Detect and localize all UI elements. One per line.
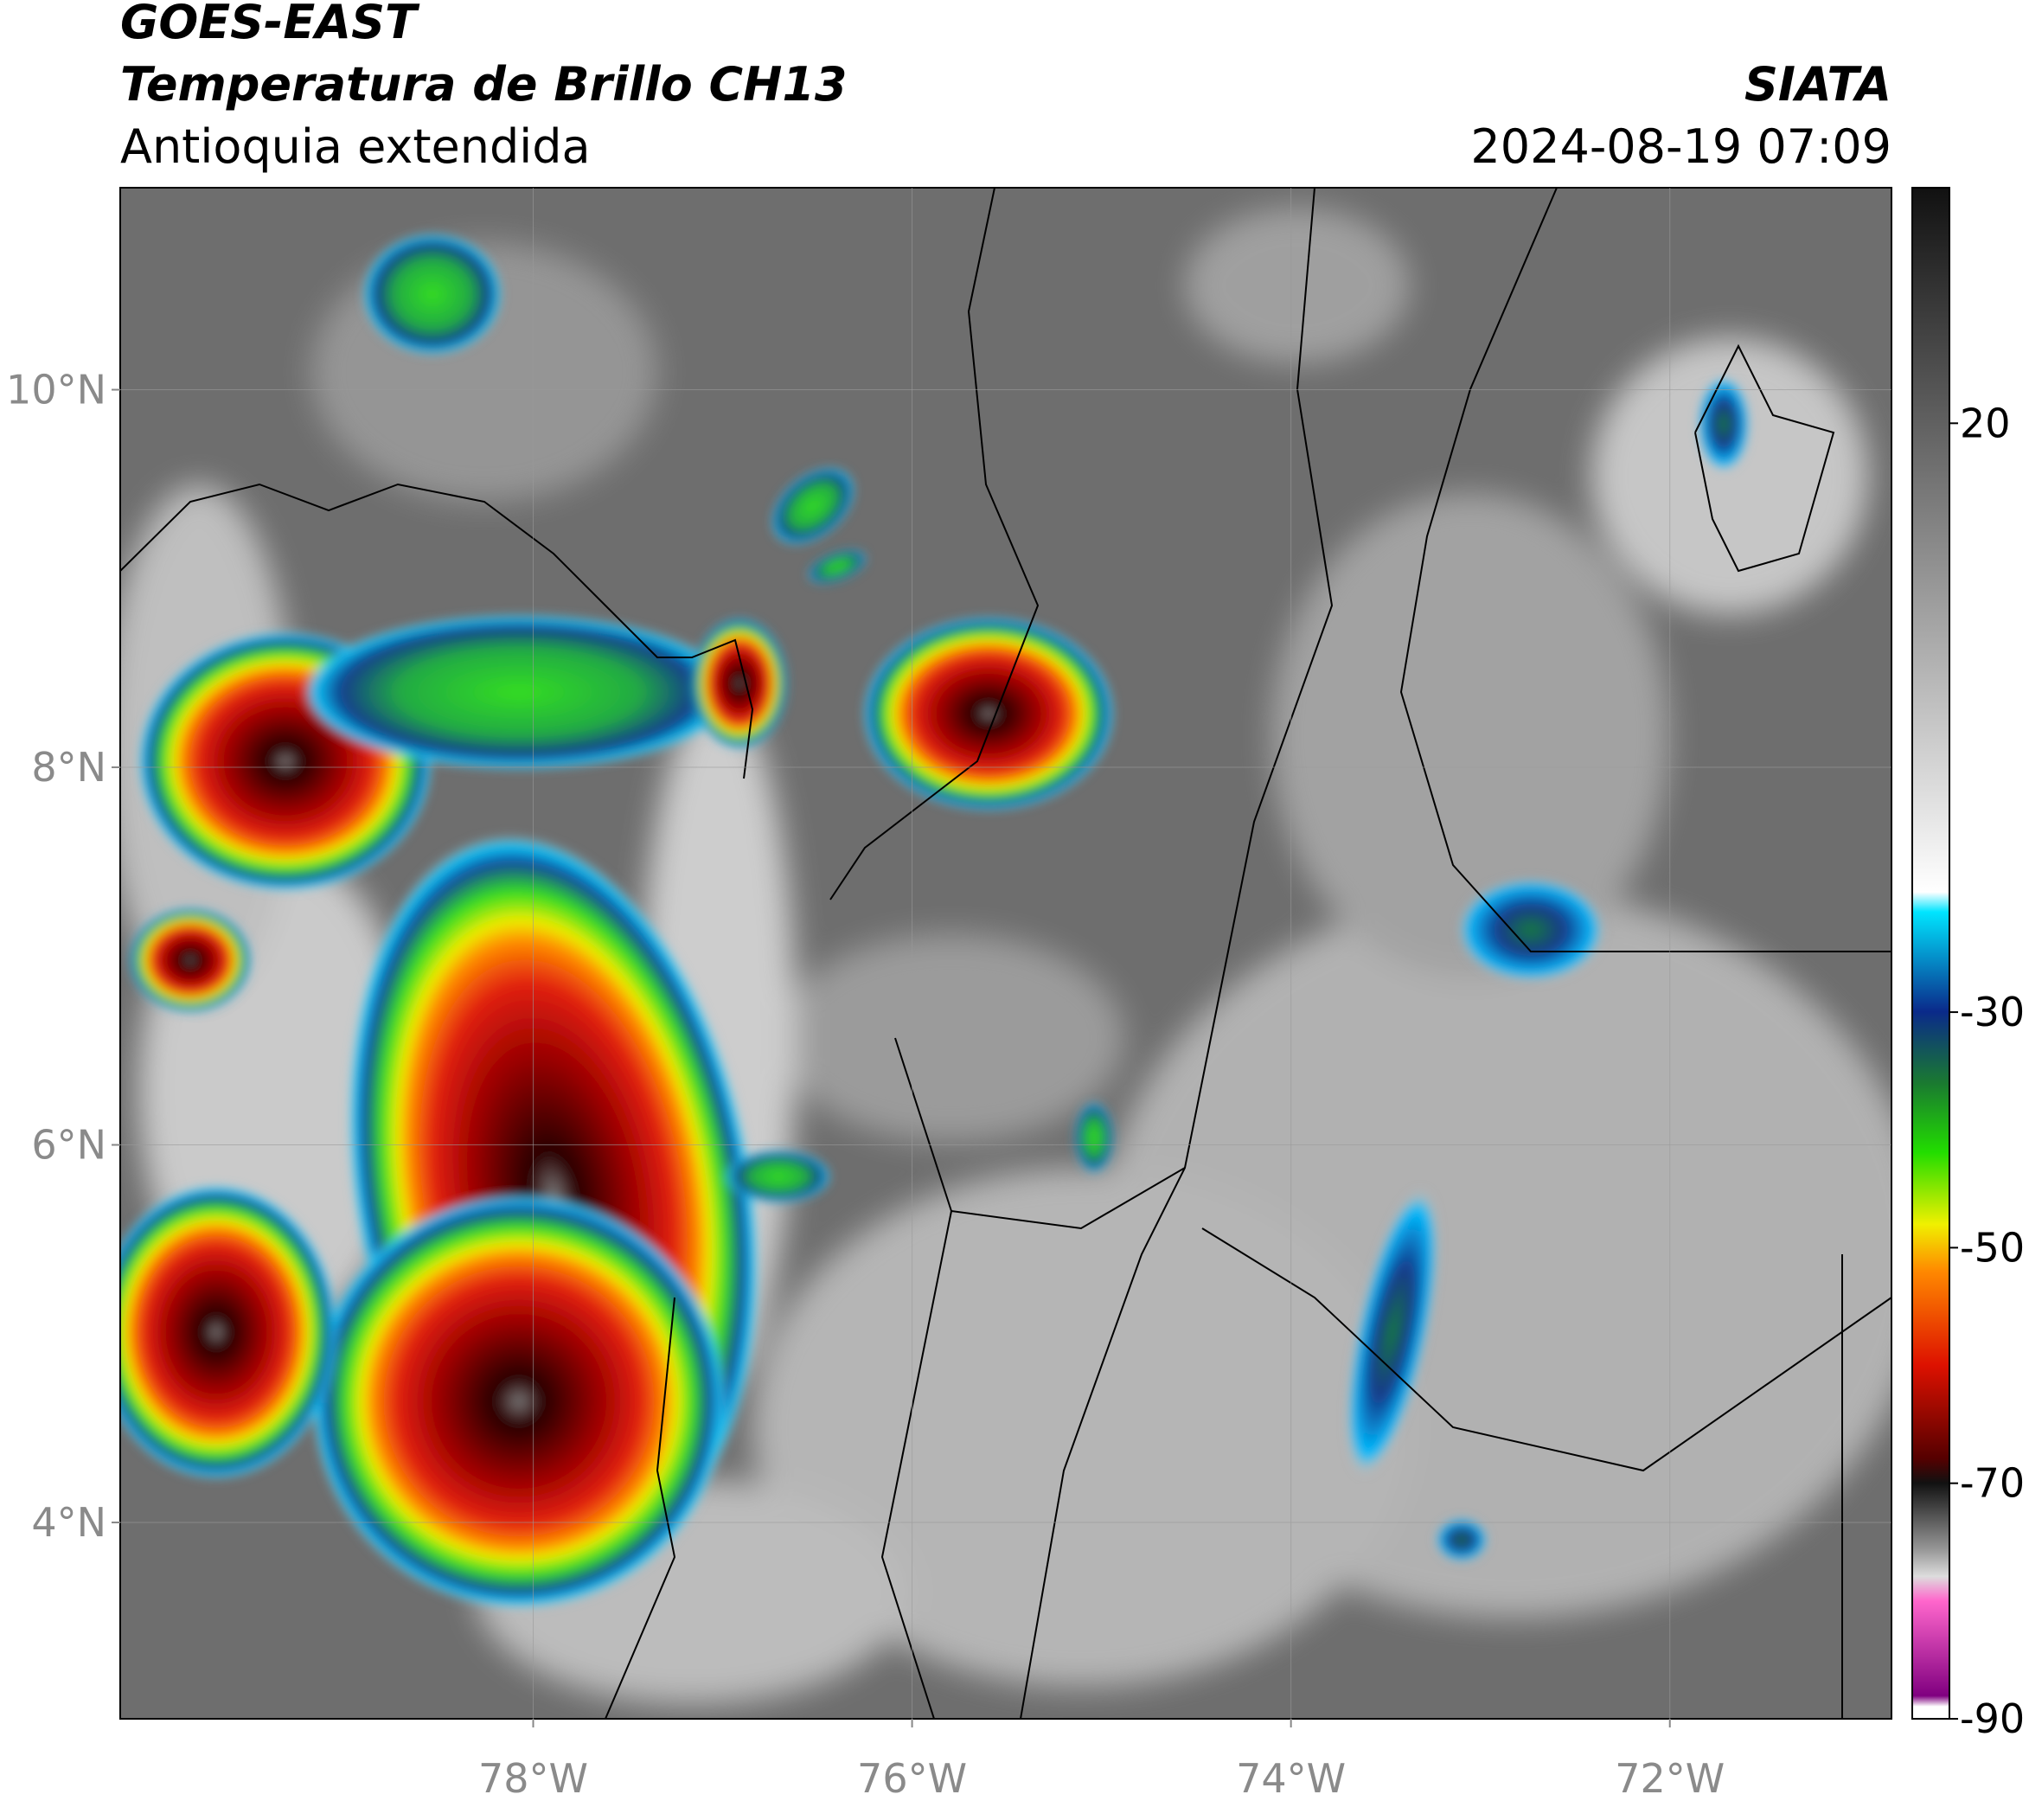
colorbar-tick-label: -90 (1960, 1695, 2025, 1742)
title: GOES-EAST (120, 0, 420, 49)
source: SIATA (1744, 57, 1891, 112)
x-tick-label: 76°W (857, 1755, 967, 1802)
region: Antioquia extendida (120, 119, 591, 174)
y-tick-label: 4°N (31, 1499, 106, 1546)
y-tick-label: 6°N (31, 1122, 106, 1169)
x-tick-label: 74°W (1236, 1755, 1346, 1802)
y-tick-label: 8°N (31, 744, 106, 791)
satellite-image (120, 188, 1891, 1719)
colorbar-tick-label: -70 (1960, 1460, 2025, 1507)
map-frame (119, 187, 1892, 1720)
colorbar (1911, 187, 1950, 1720)
x-tick-label: 72°W (1615, 1755, 1725, 1802)
datetime: 2024-08-19 07:09 (1470, 119, 1891, 174)
colorbar-tick-label: -30 (1960, 989, 2025, 1035)
subtitle: Temperatura de Brillo CH13 (120, 57, 848, 112)
y-tick-label: 10°N (6, 367, 106, 413)
colorbar-tick-label: 20 (1960, 400, 2011, 446)
colorbar-tick-label: -50 (1960, 1224, 2025, 1271)
x-tick-label: 78°W (478, 1755, 588, 1802)
